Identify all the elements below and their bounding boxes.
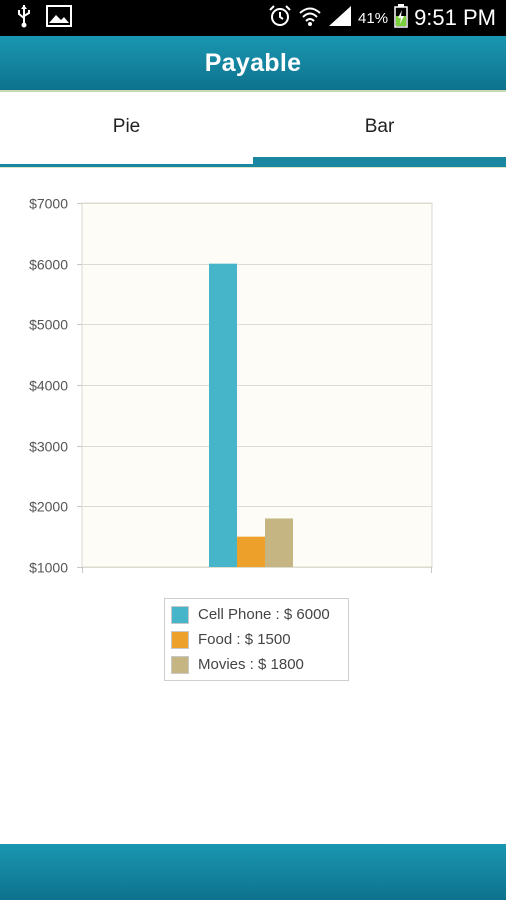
y-tick-label: $1000 [29,560,68,576]
legend-swatch-cell-phone [171,605,189,624]
page-title: Payable [204,48,302,77]
usb-icon [16,4,32,33]
y-tick-label: $6000 [29,257,68,273]
bar-cell-phone [209,263,237,567]
battery-charging-icon [394,3,408,33]
bar-food [237,536,265,567]
legend-label-food: Food : $ 1500 [198,631,291,648]
bottom-action-bar [0,844,506,900]
image-icon [46,4,72,32]
alarm-icon [268,4,292,33]
legend-item-movies: Movies : $ 1800 [171,652,342,677]
legend-swatch-food [171,630,189,649]
bar-chart: $7000 $6000 $5000 $4000 $3000 $2000 $1000 [0,180,506,600]
tab-bar: Pie Bar [0,94,506,168]
tab-bar-chart[interactable]: Bar [253,94,506,168]
y-tick-label: $7000 [29,196,68,212]
bar-movies [265,518,293,567]
tab-divider [0,167,506,168]
status-time: 9:51 PM [414,5,496,30]
tab-bar-indicator [253,157,506,168]
tab-pie[interactable]: Pie [0,94,253,168]
y-tick-label: $2000 [29,499,68,515]
bar-chart-canvas: $7000 $6000 $5000 $4000 $3000 $2000 $1000 [29,196,433,576]
legend-item-cell-phone: Cell Phone : $ 6000 [171,602,342,627]
legend-label-movies: Movies : $ 1800 [198,656,304,673]
signal-icon [328,5,352,32]
y-tick-label: $5000 [29,317,68,333]
wifi-icon [298,5,322,32]
tab-bar-label: Bar [364,116,395,137]
legend-swatch-movies [171,655,189,674]
app-header: Payable [0,36,506,92]
legend-label-cell-phone: Cell Phone : $ 6000 [198,606,330,623]
tab-pie-label: Pie [112,116,141,137]
status-bar: 41% 9:51 PM [0,0,506,36]
y-tick-label: $4000 [29,378,68,394]
y-tick-label: $3000 [29,439,68,455]
tab-pie-indicator [0,164,253,168]
battery-percent: 41% [358,9,389,27]
chart-legend: Cell Phone : $ 6000 Food : $ 1500 Movies… [164,598,349,681]
legend-item-food: Food : $ 1500 [171,627,342,652]
